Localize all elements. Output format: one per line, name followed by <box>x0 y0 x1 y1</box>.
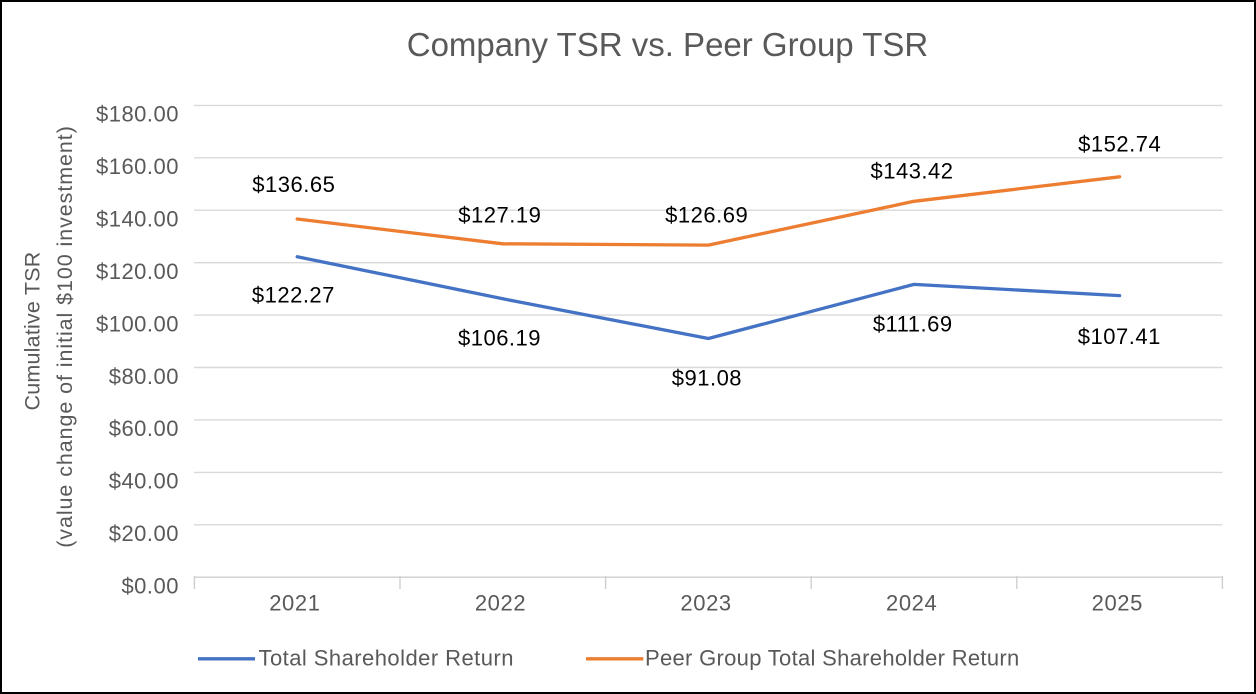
svg-text:Total Shareholder Return: Total Shareholder Return <box>259 646 514 671</box>
svg-text:$126.69: $126.69 <box>665 203 748 228</box>
svg-text:$120.00: $120.00 <box>96 259 179 284</box>
svg-text:2024: 2024 <box>886 591 937 616</box>
svg-text:$20.00: $20.00 <box>109 521 179 546</box>
svg-text:$40.00: $40.00 <box>109 469 179 494</box>
svg-text:Company TSR vs. Peer Group TSR: Company TSR vs. Peer Group TSR <box>407 26 928 63</box>
svg-text:$136.65: $136.65 <box>252 172 335 197</box>
svg-text:2025: 2025 <box>1092 591 1143 616</box>
svg-text:$0.00: $0.00 <box>121 574 179 599</box>
svg-text:$100.00: $100.00 <box>96 311 179 336</box>
svg-text:$160.00: $160.00 <box>96 154 179 179</box>
svg-text:$91.08: $91.08 <box>672 366 742 391</box>
svg-text:$143.42: $143.42 <box>870 159 953 184</box>
svg-text:$107.41: $107.41 <box>1078 324 1161 349</box>
svg-text:$180.00: $180.00 <box>96 102 179 127</box>
svg-text:Cumulative TSR: Cumulative TSR <box>21 252 45 411</box>
svg-text:$111.69: $111.69 <box>873 311 953 336</box>
svg-text:$152.74: $152.74 <box>1078 132 1161 157</box>
svg-text:$60.00: $60.00 <box>109 416 179 441</box>
svg-text:(value change of initial $100: (value change of initial $100 investment… <box>53 125 77 548</box>
svg-text:2021: 2021 <box>269 591 320 616</box>
svg-text:$122.27: $122.27 <box>252 283 335 308</box>
svg-text:$80.00: $80.00 <box>109 364 179 389</box>
svg-text:$140.00: $140.00 <box>96 207 179 232</box>
svg-text:Peer Group Total Shareholder R: Peer Group Total Shareholder Return <box>645 646 1020 671</box>
svg-text:$127.19: $127.19 <box>458 202 541 227</box>
svg-text:$106.19: $106.19 <box>458 326 541 351</box>
svg-text:2022: 2022 <box>475 591 526 616</box>
svg-text:2023: 2023 <box>680 591 731 616</box>
